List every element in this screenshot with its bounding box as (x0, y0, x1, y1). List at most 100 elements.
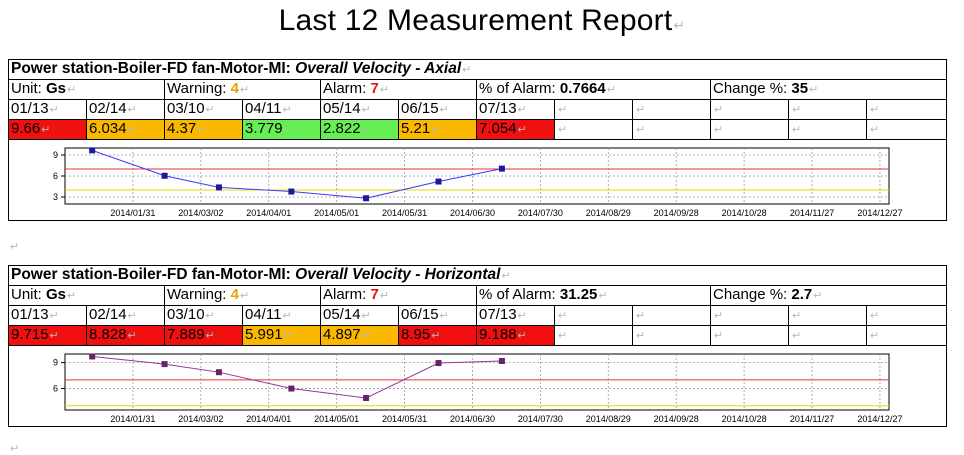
x-tick-label: 2014/12/27 (857, 414, 902, 424)
date-cell: 03/10↵ (164, 99, 243, 120)
empty-cell: ↵ (554, 99, 633, 120)
y-tick-label: 9 (53, 150, 58, 160)
empty-cell: ↵ (632, 119, 711, 140)
paragraph-mark-icon: ↵ (379, 84, 390, 96)
date-cell: 05/14↵ (320, 305, 399, 326)
value-cell: 7.054↵ (476, 119, 555, 140)
unit-label: Unit: (11, 80, 47, 98)
empty-cell: ↵ (554, 119, 633, 140)
alarm-label: Alarm: (323, 286, 371, 304)
empty-cell: ↵ (710, 305, 789, 326)
change-value: 2.7 (791, 286, 813, 304)
report-header: Power station-Boiler-FD fan-Motor-MI: Ov… (7, 265, 948, 286)
trend-chart-cell: 2014/01/31 2014/03/02 2014/04/01 2014/05/01… (7, 139, 948, 221)
data-point (435, 178, 442, 185)
paragraph-mark-icon: ↵ (10, 241, 20, 253)
header-measure: Overall Velocity - Horizontal (295, 266, 501, 284)
empty-cell: ↵ (554, 325, 633, 346)
change-value: 35 (791, 80, 809, 98)
alarm-cell: Alarm: 7↵ (320, 285, 477, 306)
empty-cell: ↵ (788, 305, 867, 326)
date-cell: 06/15↵ (398, 305, 477, 326)
x-tick-label: 2014/10/28 (722, 414, 767, 424)
x-tick-label: 2014/11/27 (790, 414, 834, 424)
report-title: Last 12 Measurement Report↵ (0, 4, 964, 38)
empty-cell: ↵ (710, 325, 789, 346)
data-point (89, 147, 96, 154)
unit-value: Gs (46, 286, 67, 304)
empty-cell: ↵ (865, 305, 948, 326)
plot-area (64, 353, 890, 411)
x-tick-label: 2014/09/28 (654, 208, 699, 218)
paragraph-mark-icon: ↵ (598, 290, 608, 302)
empty-cell: ↵ (632, 99, 711, 120)
pct-alarm-value: 0.7664 (559, 80, 606, 98)
change-cell: Change %: 35↵ (709, 79, 948, 100)
date-cell: 05/14↵ (320, 99, 399, 120)
paragraph-mark-icon: ↵ (606, 84, 616, 96)
data-point (435, 360, 442, 367)
y-tick-label: 9 (53, 358, 58, 368)
paragraph-mark-icon: ↵ (501, 270, 511, 282)
paragraph-mark-icon: ↵ (67, 84, 77, 96)
x-tick-label: 2014/04/01 (246, 414, 291, 424)
alarm-value: 7 (370, 80, 379, 98)
x-tick-label: 2014/06/30 (450, 414, 495, 424)
trend-chart-horizontal: 2014/01/31 2014/03/02 2014/04/01 2014/05/01… (53, 353, 902, 424)
x-tick-label: 2014/12/27 (857, 208, 902, 218)
date-cell: 03/10↵ (164, 305, 243, 326)
value-cell: 9.715↵ (8, 325, 87, 346)
header-measure: Overall Velocity - Axial (295, 60, 462, 78)
y-tick-label: 6 (53, 383, 58, 393)
y-tick-label: 6 (53, 171, 58, 181)
report-block-axial: Power station-Boiler-FD fan-Motor-MI: Ov… (7, 59, 948, 221)
x-tick-label: 2014/09/28 (654, 414, 699, 424)
date-cell: 07/13↵ (476, 99, 555, 120)
date-cell: 01/13↵ (8, 99, 87, 120)
x-tick-label: 2014/04/01 (246, 208, 291, 218)
x-tick-label: 2014/11/27 (790, 208, 834, 218)
value-row: 9.715↵ 8.828↵ 7.889↵ 5.991↵ 4.897↵ 8.95↵… (8, 325, 948, 346)
empty-cell: ↵ (788, 119, 867, 140)
date-cell: 02/14↵ (86, 99, 165, 120)
date-cell: 01/13↵ (8, 305, 87, 326)
report-block-horizontal: Power station-Boiler-FD fan-Motor-MI: Ov… (7, 265, 948, 427)
x-tick-label: 2014/05/01 (314, 414, 359, 424)
paragraph-mark-icon: ↵ (462, 64, 472, 76)
empty-cell: ↵ (788, 99, 867, 120)
pct-alarm-label: % of Alarm: (479, 286, 560, 304)
empty-cell: ↵ (865, 119, 948, 140)
change-cell: Change %: 2.7↵ (709, 285, 948, 306)
x-tick-label: 2014/06/30 (450, 208, 495, 218)
unit-cell: Unit: Gs↵ (8, 285, 165, 306)
paragraph-mark-icon: ↵ (67, 290, 77, 302)
unit-cell: Unit: Gs↵ (8, 79, 165, 100)
change-label: Change %: (713, 80, 792, 98)
x-tick-label: 2014/08/29 (586, 208, 631, 218)
value-cell: 4.897↵ (320, 325, 399, 346)
value-cell: 7.889↵ (164, 325, 243, 346)
x-tick-label: 2014/01/31 (110, 208, 155, 218)
data-point (363, 394, 370, 401)
pct-alarm-cell: % of Alarm: 0.7664↵ (476, 79, 711, 100)
paragraph-mark-icon: ↵ (809, 84, 819, 96)
x-tick-label: 2014/05/31 (382, 414, 427, 424)
value-row: 9.66↵ 6.034↵ 4.37↵ 3.779↵ 2.822↵ 5.21↵ 7… (8, 119, 948, 140)
paragraph-mark-icon: ↵ (10, 443, 20, 455)
trend-chart-axial: 2014/01/31 2014/03/02 2014/04/01 2014/05/01… (53, 147, 902, 218)
empty-cell: ↵ (865, 325, 948, 346)
empty-cell: ↵ (865, 99, 948, 120)
x-tick-label: 2014/03/02 (178, 208, 223, 218)
data-point (498, 165, 505, 172)
pct-alarm-cell: % of Alarm: 31.25↵ (476, 285, 711, 306)
value-cell: 8.95↵ (398, 325, 477, 346)
date-cell: 04/11↵ (242, 99, 321, 120)
x-tick-label: 2014/07/30 (518, 208, 563, 218)
paragraph-mark-icon: ↵ (673, 17, 686, 33)
paragraph-mark-icon: ↵ (239, 290, 250, 302)
header-point: Power station-Boiler-FD fan-Motor-MI: (11, 60, 296, 78)
date-cell: 07/13↵ (476, 305, 555, 326)
warning-value: 4 (230, 80, 239, 98)
report-table-horizontal: Power station-Boiler-FD fan-Motor-MI: Ov… (7, 265, 948, 427)
data-point (498, 357, 505, 364)
